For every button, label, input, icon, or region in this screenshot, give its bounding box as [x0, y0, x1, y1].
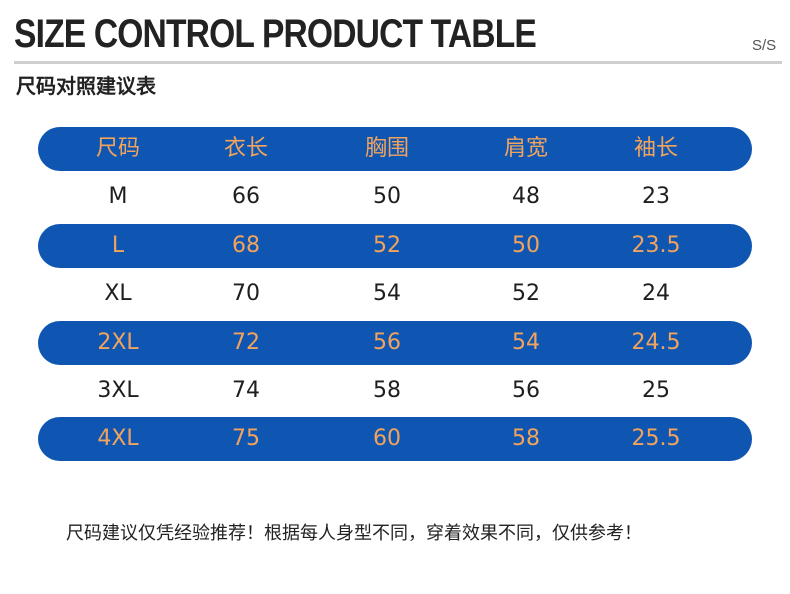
header-cell-sleeve: 袖长 — [633, 136, 678, 161]
table-cell-shoulder: 56 — [512, 378, 540, 403]
table-cell-size: 2XL — [97, 330, 139, 355]
table-row: 2XL 72 56 54 24.5 — [38, 321, 752, 365]
table-cell-shoulder: 52 — [512, 281, 540, 306]
table-cell-sleeve: 25 — [642, 378, 670, 403]
header-cell-length: 衣长 — [223, 136, 268, 161]
table-cell-chest: 50 — [373, 184, 401, 209]
table-row: M 66 50 48 23 — [38, 175, 752, 219]
size-code-label: S/S — [752, 37, 777, 54]
table-cell-chest: 52 — [373, 233, 401, 258]
header-cell-size: 尺码 — [95, 136, 140, 161]
header-divider — [14, 61, 782, 64]
header-cell-chest: 胸围 — [364, 136, 409, 161]
table-row: 3XL 74 58 56 25 — [38, 369, 752, 413]
table-row: L 68 52 50 23.5 — [38, 224, 752, 268]
table-cell-sleeve: 24.5 — [631, 330, 681, 355]
page-title: SIZE CONTROL PRODUCT TABLE — [14, 12, 537, 56]
table-cell-chest: 58 — [373, 378, 401, 403]
page-subtitle: 尺码对照建议表 — [16, 74, 156, 98]
table-cell-size: 3XL — [97, 378, 139, 403]
table-cell-length: 70 — [232, 281, 260, 306]
table-cell-sleeve: 25.5 — [631, 426, 681, 451]
table-cell-size: M — [108, 184, 128, 209]
table-cell-shoulder: 48 — [512, 184, 540, 209]
table-cell-length: 72 — [232, 330, 260, 355]
table-header-row: 尺码 衣长 胸围 肩宽 袖长 — [38, 127, 752, 171]
table-cell-size: 4XL — [97, 426, 139, 451]
table-cell-sleeve: 23.5 — [631, 233, 681, 258]
table-cell-size: XL — [104, 281, 132, 306]
table-cell-length: 66 — [232, 184, 260, 209]
table-row: 4XL 75 60 58 25.5 — [38, 417, 752, 461]
table-cell-size: L — [111, 233, 125, 258]
table-cell-sleeve: 24 — [642, 281, 670, 306]
table-cell-shoulder: 54 — [512, 330, 540, 355]
table-cell-sleeve: 23 — [642, 184, 670, 209]
table-cell-shoulder: 58 — [512, 426, 540, 451]
table-cell-chest: 56 — [373, 330, 401, 355]
table-cell-length: 75 — [232, 426, 260, 451]
table-cell-length: 74 — [232, 378, 260, 403]
table-row: XL 70 54 52 24 — [38, 272, 752, 316]
table-cell-chest: 54 — [373, 281, 401, 306]
size-disclaimer: 尺码建议仅凭经验推荐！根据每人身型不同，穿着效果不同，仅供参考！ — [66, 523, 642, 544]
table-cell-length: 68 — [232, 233, 260, 258]
table-cell-chest: 60 — [373, 426, 401, 451]
header-cell-shoulder: 肩宽 — [503, 136, 548, 161]
table-cell-shoulder: 50 — [512, 233, 540, 258]
